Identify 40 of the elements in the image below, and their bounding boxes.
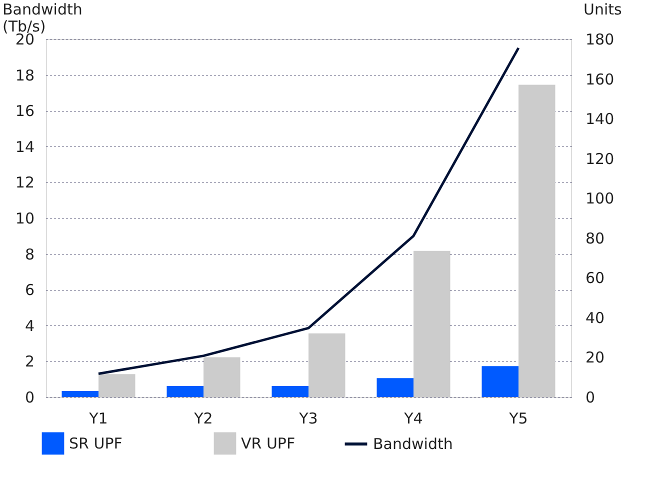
y2-tick-label: 80 <box>586 229 605 248</box>
bar <box>98 374 136 397</box>
y-tick-label: 2 <box>24 352 34 371</box>
y-tick-label: 10 <box>15 210 34 228</box>
y2-tick-label: 20 <box>586 348 605 367</box>
y-tick-label: 8 <box>24 245 34 264</box>
y2-tick-label: 140 <box>586 110 614 128</box>
y-tick-label: 16 <box>15 102 34 120</box>
x-tick-label: Y3 <box>298 410 318 428</box>
bar <box>414 250 450 397</box>
legend-label: Bandwidth <box>373 435 453 453</box>
bar <box>308 333 346 397</box>
y-tick-label: 0 <box>24 388 34 406</box>
x-tick-label: Y2 <box>193 410 213 428</box>
bar <box>376 378 414 397</box>
y2-tick-label: 180 <box>586 30 614 48</box>
legend-label: SR UPF <box>69 434 122 452</box>
bar <box>166 386 204 397</box>
legend-label: VR UPF <box>241 434 296 452</box>
y2-tick-label: 0 <box>586 388 596 406</box>
x-tick-label: Y1 <box>88 410 108 428</box>
y-tick-label: 12 <box>15 174 34 192</box>
line-series <box>97 46 520 375</box>
x-tick-label: Y4 <box>403 410 423 428</box>
y2-axis-title: Units <box>584 0 622 18</box>
y-tick-label: 4 <box>24 316 34 335</box>
x-tick-label: Y5 <box>508 410 528 428</box>
y-tick-label: 14 <box>15 138 34 156</box>
bar <box>62 391 98 397</box>
bar <box>204 357 240 397</box>
y2-tick-label: 120 <box>586 150 614 168</box>
y2-tick-label: 40 <box>586 308 605 327</box>
bar <box>272 386 308 397</box>
y-tick-label: 18 <box>15 66 34 84</box>
y2-tick-label: 60 <box>586 269 605 288</box>
bar <box>518 84 556 397</box>
y-tick-label: 6 <box>24 281 34 300</box>
y2-tick-label: 100 <box>586 190 614 208</box>
bar <box>482 366 518 397</box>
y2-tick-label: 160 <box>586 70 614 88</box>
